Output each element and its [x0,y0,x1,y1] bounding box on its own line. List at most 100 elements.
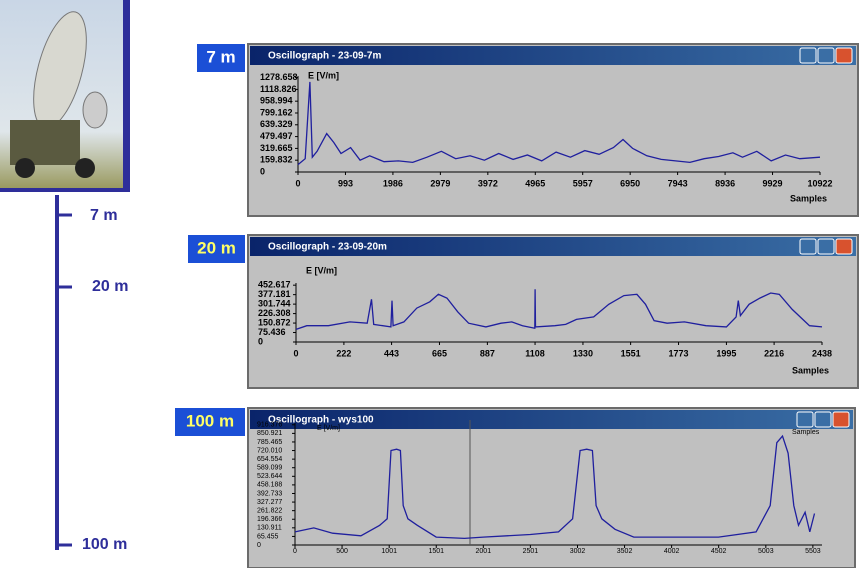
x-tick-label: 0 [293,348,298,358]
y-tick-label: 654.554 [257,456,282,463]
y-tick-label: 785.465 [257,439,282,446]
x-tick-label: 2438 [812,348,832,358]
x-axis-label: Samples [792,365,829,375]
y-tick-label: 301.744 [258,298,291,308]
y-tick-label: 799.162 [260,107,293,117]
x-tick-label: 3002 [570,548,586,555]
x-tick-label: 500 [336,548,348,555]
x-tick-label: 1995 [716,348,736,358]
x-tick-label: 2979 [430,178,450,188]
window-title: Oscillograph - 23-09-7m [268,51,381,62]
y-tick-label: 75.436 [258,327,286,337]
window-button [835,238,853,255]
window-button [835,47,853,64]
x-tick-label: 3972 [478,178,498,188]
window-button [817,47,835,64]
x-tick-label: 4502 [711,548,727,555]
x-tick-label: 6950 [620,178,640,188]
window [247,234,859,389]
y-tick-label: 1118.826 [260,84,297,94]
y-tick-label: 639.329 [260,119,293,129]
x-tick-label: 10922 [807,178,832,188]
x-tick-label: 993 [338,178,353,188]
title-bar [250,237,856,256]
x-tick-label: 2216 [764,348,784,358]
y-tick-label: 392.733 [257,490,282,497]
y-tick-label: 226.308 [258,308,291,318]
x-axis-label: Samples [790,193,827,203]
window-button [796,411,814,428]
x-tick-label: 222 [336,348,351,358]
x-tick-label: 887 [480,348,495,358]
photo [0,0,130,192]
signal-line [294,434,816,540]
y-tick-label: 0 [258,336,263,346]
label-box [175,408,245,436]
x-tick-label: 5503 [805,548,821,555]
y-axis-label: E [V/m] [317,425,340,432]
y-tick-label: 452.617 [258,280,291,290]
x-axis-label: Samples [792,429,820,436]
x-tick-label: 1001 [381,548,397,555]
y-tick-label: 327.277 [257,499,282,506]
x-tick-label: 4965 [525,178,545,188]
y-tick-label: 150.872 [258,317,291,327]
y-tick-label: 958.994 [260,96,293,106]
y-tick-label: 589.099 [257,465,282,472]
y-tick-label: 196.366 [257,516,282,523]
x-tick-label: 1330 [573,348,593,358]
y-tick-label: 479.497 [260,131,293,141]
label-box [197,44,245,72]
title-bar [250,410,853,429]
chart-label: 7 m [206,47,235,66]
window [247,407,856,568]
y-tick-label: 65.455 [257,533,279,540]
x-tick-label: 2001 [476,548,492,555]
label-box [188,235,245,263]
x-tick-label: 9929 [763,178,783,188]
x-tick-label: 443 [384,348,399,358]
x-tick-label: 665 [432,348,447,358]
x-tick-label: 5003 [758,548,774,555]
window-title: Oscillograph - 23-09-20m [268,242,387,253]
x-tick-label: 3502 [617,548,633,555]
y-tick-label: 377.181 [258,289,291,299]
x-tick-label: 0 [293,548,297,555]
scale-label: 20 m [92,278,128,295]
window-button [832,411,850,428]
y-tick-label: 261.822 [257,507,282,514]
window-button [814,411,832,428]
x-tick-label: 1108 [525,348,545,358]
x-tick-label: 2501 [523,548,539,555]
y-axis-label: E [V/m] [306,265,337,275]
chart-label: 100 m [186,411,234,430]
title-bar [250,46,856,65]
window-button [799,238,817,255]
y-tick-label: 0 [260,166,265,176]
y-tick-label: 458.188 [257,482,282,489]
x-tick-label: 1986 [383,178,403,188]
window-button [817,238,835,255]
x-tick-label: 1551 [621,348,641,358]
y-tick-label: 0 [257,542,261,549]
scale-label: 7 m [90,207,118,224]
y-tick-label: 1278.658 [260,72,298,82]
x-tick-label: 8936 [715,178,735,188]
y-tick-label: 720.010 [257,447,282,454]
signal-line [295,289,823,331]
x-tick-label: 4002 [664,548,680,555]
window [247,43,859,217]
y-tick-label: 319.665 [260,143,293,153]
x-tick-label: 1501 [428,548,444,555]
signal-line [297,81,821,166]
y-tick-label: 130.911 [257,525,282,532]
y-tick-label: 916.376 [257,422,282,429]
y-axis-label: E [V/m] [308,70,339,80]
x-tick-label: 7943 [668,178,688,188]
y-tick-label: 523.644 [257,473,282,480]
chart-label: 20 m [197,238,236,257]
x-tick-label: 5957 [573,178,593,188]
window-title: Oscillograph - wys100 [268,415,374,426]
y-tick-label: 159.832 [260,155,293,165]
